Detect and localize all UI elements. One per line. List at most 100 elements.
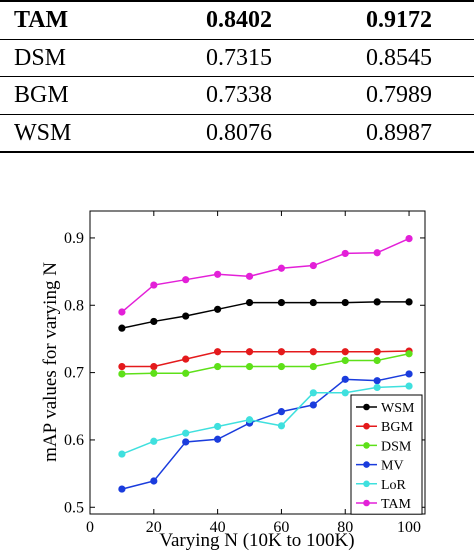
data-point-lor — [277, 422, 286, 430]
data-point-lor — [150, 437, 158, 445]
legend-box — [350, 394, 423, 515]
results-table: TAM 0.8402 0.9172 DSM 0.7315 0.8545 BGM 0.7338 0… — [0, 0, 474, 153]
y-tick-label: 0.7 — [64, 365, 84, 382]
data-point-tam — [150, 281, 158, 289]
plot-frame — [89, 210, 426, 515]
data-point-mv — [214, 435, 222, 443]
data-point-bgm — [150, 362, 158, 371]
data-point-mv — [277, 408, 286, 416]
x-tick-label: 60 — [273, 519, 289, 536]
data-point-dsm — [373, 356, 381, 365]
data-point-lor — [373, 383, 381, 392]
data-point-dsm — [277, 362, 286, 371]
data-point-mv — [341, 375, 349, 383]
data-point-dsm — [214, 362, 222, 371]
score-cell: 0.8545 — [366, 44, 432, 71]
series-line-mv — [121, 373, 410, 490]
legend-marker-bgm — [363, 422, 370, 430]
data-point-tam — [182, 276, 190, 284]
data-point-lor — [309, 389, 317, 397]
table-row: TAM 0.8402 0.9172 — [0, 1, 474, 39]
data-point-bgm — [341, 348, 349, 356]
data-point-mv — [150, 477, 158, 485]
map-line-chart: 0 20 40 60 80 100 0.5 0.6 0.7 0.8 0.9 Varying N (1… — [40, 210, 426, 551]
data-point-dsm — [341, 356, 349, 365]
legend-label-tam: TAM — [381, 497, 412, 512]
data-point-bgm — [245, 348, 254, 356]
series-wsm — [118, 298, 413, 332]
x-tick-label: 0 — [86, 519, 94, 536]
legend: WSM BGM DSM MV LoR TAM — [350, 394, 423, 515]
score-cell: 0.8987 — [366, 119, 432, 146]
series-line-wsm — [121, 301, 410, 329]
data-point-wsm — [373, 298, 381, 306]
data-point-tam — [277, 264, 286, 272]
series-dsm — [118, 350, 413, 378]
x-tick-label: 100 — [397, 519, 421, 536]
data-point-lor — [214, 422, 222, 431]
data-point-wsm — [214, 305, 222, 313]
data-point-wsm — [118, 324, 126, 332]
legend-marker-lor — [363, 480, 370, 488]
y-axis-label: mAP values for varying N — [40, 262, 61, 462]
x-axis-label: Varying N (10K to 100K) — [159, 530, 354, 551]
series-line-dsm — [121, 353, 410, 375]
method-cell: TAM — [14, 7, 69, 33]
series-bgm — [118, 347, 413, 371]
data-point-mv — [405, 370, 413, 378]
data-point-dsm — [405, 350, 413, 358]
legend-label-dsm: DSM — [381, 439, 412, 454]
data-point-tam — [405, 235, 413, 243]
data-point-wsm — [341, 298, 349, 307]
table-row: WSM 0.8076 0.8987 — [0, 114, 474, 152]
data-point-tam — [214, 270, 222, 278]
score-cell: 0.8076 — [206, 119, 272, 146]
y-tick-label: 0.5 — [64, 499, 84, 516]
data-point-dsm — [182, 369, 190, 377]
method-cell: WSM — [14, 119, 72, 146]
score-cell: 0.7315 — [206, 44, 272, 71]
data-point-dsm — [309, 362, 317, 371]
data-point-bgm — [277, 348, 286, 356]
data-point-mv — [309, 401, 317, 409]
table-row: BGM 0.7338 0.7989 — [0, 77, 474, 114]
data-point-wsm — [405, 298, 413, 306]
score-cell: 0.7338 — [206, 82, 272, 108]
data-point-dsm — [118, 370, 126, 378]
data-point-wsm — [245, 298, 254, 307]
legend-marker-mv — [363, 461, 370, 468]
method-cell: DSM — [14, 44, 67, 71]
legend-marker-dsm — [363, 442, 370, 449]
score-cell: 0.8402 — [206, 7, 272, 33]
y-tick-label: 0.9 — [64, 230, 84, 247]
data-point-mv — [118, 485, 126, 493]
y-tick-label: 0.8 — [64, 297, 84, 314]
data-point-tam — [118, 308, 126, 316]
data-point-tam — [309, 261, 317, 270]
series-lor — [118, 382, 413, 458]
data-point-lor — [341, 389, 349, 397]
table-row: DSM 0.7315 0.8545 — [0, 39, 474, 77]
x-tick-label: 80 — [337, 519, 353, 536]
legend-label-wsm: WSM — [381, 401, 415, 416]
y-tick-label: 0.6 — [64, 432, 84, 449]
data-point-wsm — [277, 298, 286, 307]
data-point-tam — [373, 249, 381, 257]
data-point-lor — [182, 429, 190, 437]
data-point-lor — [245, 416, 254, 424]
legend-marker-wsm — [363, 403, 370, 411]
legend-marker-tam — [363, 499, 370, 507]
data-point-wsm — [150, 317, 158, 326]
series-layer — [118, 235, 413, 493]
x-tick-label: 20 — [146, 519, 162, 536]
data-point-lor — [118, 450, 126, 458]
data-point-dsm — [150, 369, 158, 377]
data-point-wsm — [182, 312, 190, 320]
data-point-wsm — [309, 298, 317, 307]
score-cell: 0.9172 — [366, 7, 432, 33]
series-line-lor — [121, 385, 410, 455]
data-point-lor — [405, 382, 413, 390]
data-point-bgm — [309, 348, 317, 356]
series-line-tam — [121, 237, 410, 313]
legend-label-bgm: BGM — [381, 420, 413, 435]
